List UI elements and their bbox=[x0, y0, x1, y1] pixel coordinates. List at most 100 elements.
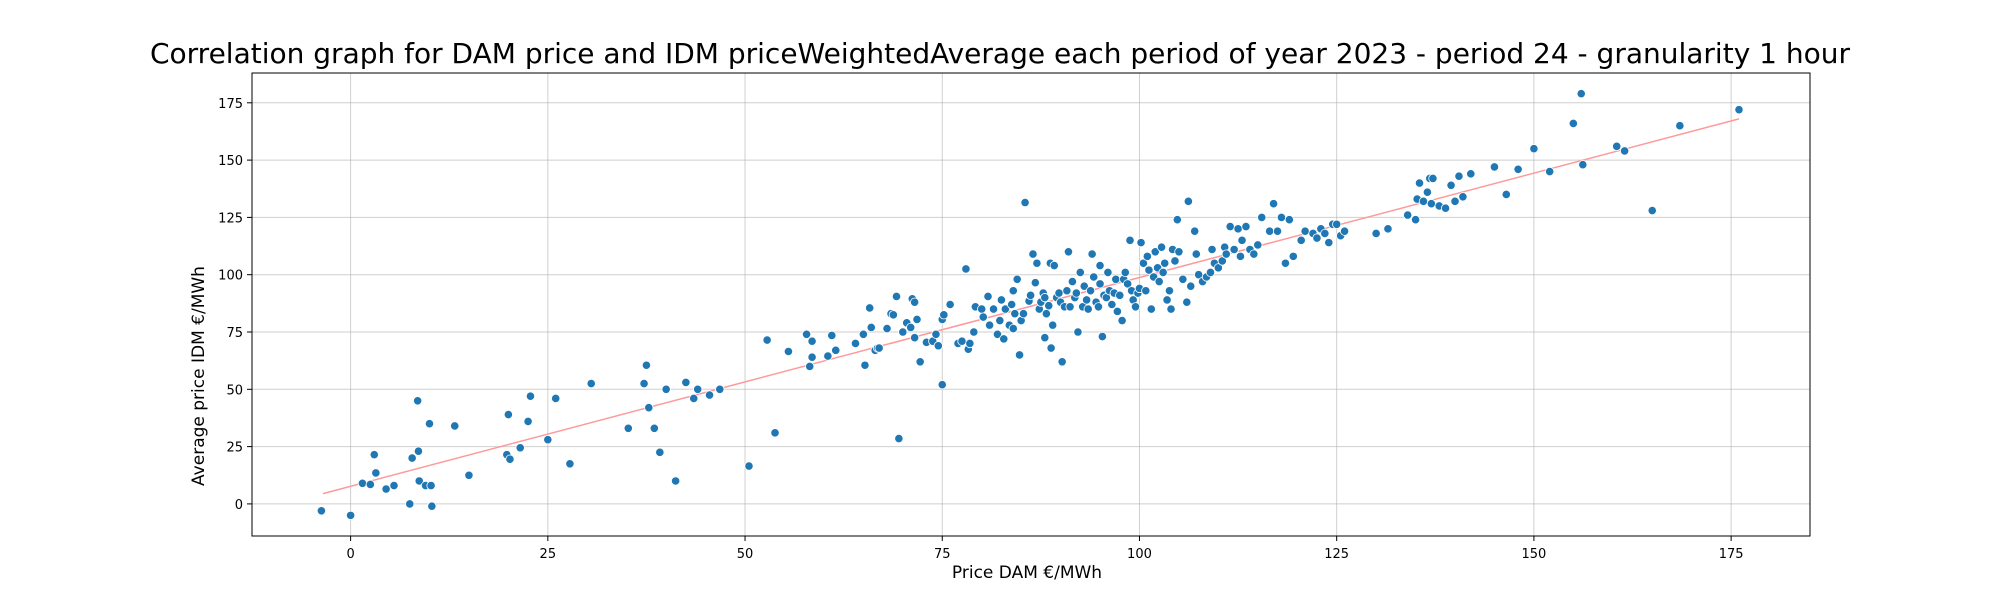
data-point bbox=[1095, 279, 1105, 289]
data-point bbox=[1048, 320, 1058, 330]
data-point bbox=[906, 322, 916, 333]
data-point bbox=[888, 310, 898, 320]
data-point bbox=[1191, 249, 1201, 259]
data-point bbox=[1225, 221, 1235, 232]
data-point bbox=[1249, 249, 1259, 259]
data-point bbox=[1458, 192, 1468, 202]
data-point bbox=[992, 329, 1003, 339]
data-point bbox=[1296, 235, 1306, 245]
data-point bbox=[1146, 304, 1156, 314]
x-tick-label: 0 bbox=[346, 547, 354, 562]
data-point bbox=[1112, 306, 1122, 316]
y-axis-ticks: 0 25 50 75 100 125 150 175 bbox=[218, 97, 252, 513]
data-point bbox=[1428, 173, 1438, 184]
data-point bbox=[1324, 238, 1334, 248]
data-point bbox=[1284, 215, 1294, 225]
data-point bbox=[1089, 272, 1099, 282]
data-point bbox=[1371, 228, 1381, 239]
data-point bbox=[1578, 160, 1588, 170]
data-point bbox=[744, 461, 754, 471]
data-point bbox=[1276, 212, 1287, 223]
data-point bbox=[860, 360, 870, 370]
data-point bbox=[1141, 286, 1151, 296]
data-point bbox=[1030, 278, 1040, 288]
data-point bbox=[1087, 249, 1097, 259]
data-point bbox=[1545, 166, 1555, 177]
data-point bbox=[515, 443, 525, 453]
data-point bbox=[1138, 258, 1149, 268]
data-point bbox=[1241, 221, 1251, 232]
x-axis-ticks: 0 25 50 75 100 125 150 175 bbox=[346, 536, 1744, 562]
data-point bbox=[407, 453, 417, 463]
data-point bbox=[984, 320, 995, 330]
data-point bbox=[1268, 199, 1279, 209]
data-point bbox=[623, 423, 633, 433]
data-point bbox=[523, 416, 533, 426]
data-point bbox=[1071, 288, 1081, 298]
data-point bbox=[1032, 258, 1042, 268]
y-tick-label: 50 bbox=[226, 383, 243, 398]
data-point bbox=[1057, 357, 1067, 367]
data-point bbox=[823, 351, 833, 361]
data-point bbox=[1162, 295, 1172, 305]
data-point bbox=[1229, 244, 1239, 255]
data-point bbox=[503, 409, 513, 420]
data-point bbox=[1044, 301, 1054, 311]
data-point bbox=[866, 322, 876, 333]
data-point bbox=[371, 468, 381, 478]
data-point bbox=[639, 378, 649, 389]
data-point bbox=[1062, 286, 1072, 296]
data-point bbox=[464, 470, 474, 480]
x-tick-label: 100 bbox=[1127, 547, 1152, 562]
y-tick-label: 0 bbox=[235, 498, 243, 513]
data-point bbox=[450, 421, 460, 431]
data-point bbox=[1320, 228, 1330, 239]
x-tick-label: 75 bbox=[934, 547, 951, 562]
data-point bbox=[1107, 299, 1117, 310]
data-point bbox=[1067, 276, 1078, 287]
data-point bbox=[1115, 290, 1125, 300]
data-point bbox=[988, 304, 999, 314]
data-point bbox=[1008, 323, 1018, 334]
data-point bbox=[413, 446, 424, 456]
data-point bbox=[807, 336, 817, 346]
data-point bbox=[1020, 197, 1030, 208]
data-point bbox=[1647, 205, 1657, 216]
data-point bbox=[693, 384, 703, 394]
data-point bbox=[1186, 281, 1196, 291]
data-point bbox=[1403, 210, 1413, 220]
data-point bbox=[357, 478, 368, 488]
data-point bbox=[1097, 331, 1107, 342]
data-point bbox=[1422, 187, 1433, 197]
data-point bbox=[1237, 235, 1247, 245]
data-point bbox=[1675, 121, 1685, 131]
data-point bbox=[999, 334, 1009, 344]
data-point bbox=[1018, 309, 1029, 319]
data-point bbox=[1125, 235, 1135, 245]
data-point bbox=[424, 419, 435, 429]
data-point bbox=[1007, 299, 1017, 310]
data-point bbox=[704, 390, 715, 400]
data-point bbox=[1093, 302, 1104, 312]
data-point bbox=[912, 314, 922, 324]
data-point bbox=[1233, 224, 1243, 234]
y-tick-label: 175 bbox=[218, 97, 243, 112]
trendline-group bbox=[322, 118, 1740, 495]
data-point bbox=[1513, 164, 1523, 174]
data-point bbox=[910, 333, 920, 343]
data-point bbox=[1440, 203, 1451, 213]
data-point bbox=[1446, 180, 1456, 190]
data-point bbox=[1083, 304, 1093, 314]
data-point bbox=[915, 357, 925, 367]
data-point bbox=[671, 476, 681, 486]
data-point bbox=[1178, 274, 1188, 284]
data-point bbox=[389, 480, 399, 491]
data-point bbox=[865, 303, 875, 313]
data-point bbox=[414, 476, 424, 486]
data-point bbox=[586, 378, 596, 389]
data-point bbox=[426, 480, 436, 491]
data-point bbox=[1182, 297, 1192, 307]
data-point bbox=[1040, 293, 1050, 303]
data-point bbox=[807, 352, 817, 362]
data-point bbox=[1008, 286, 1018, 296]
